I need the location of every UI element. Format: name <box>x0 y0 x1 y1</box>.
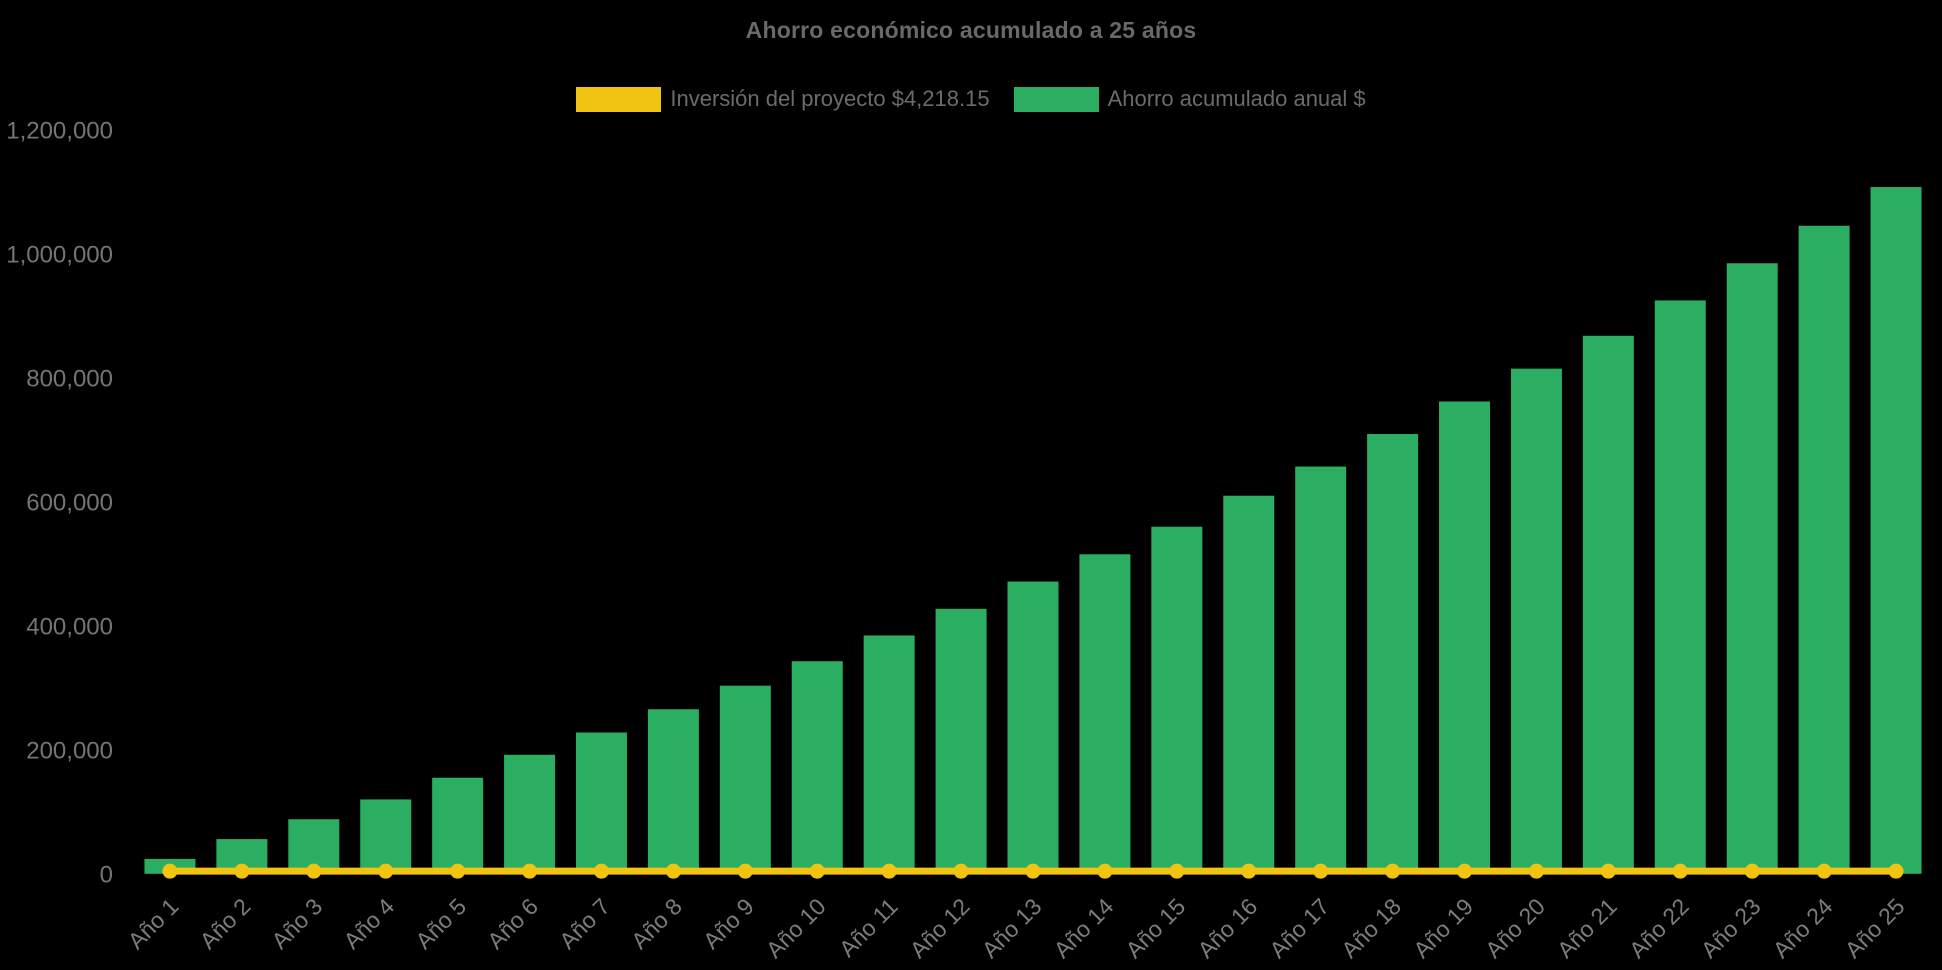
investment-point-año-22[interactable] <box>1672 863 1688 879</box>
bar-año-7[interactable] <box>575 732 627 874</box>
bar-año-4[interactable] <box>360 799 412 874</box>
bar-año-16[interactable] <box>1223 495 1275 874</box>
x-tick-label: Año 8 <box>626 893 687 954</box>
investment-point-año-7[interactable] <box>593 863 609 879</box>
investment-point-año-8[interactable] <box>665 863 681 879</box>
bar-año-11[interactable] <box>863 635 915 874</box>
bar-año-9[interactable] <box>719 685 771 874</box>
x-tick-label: Año 6 <box>482 893 543 954</box>
bar-año-15[interactable] <box>1151 526 1203 874</box>
x-tick-label: Año 13 <box>977 893 1047 963</box>
investment-point-año-1[interactable] <box>162 863 178 879</box>
x-tick-label: Año 10 <box>761 893 831 963</box>
bar-año-8[interactable] <box>647 709 699 874</box>
legend-label-investment: Inversión del proyecto $4,218.15 <box>670 86 990 111</box>
bar-año-5[interactable] <box>432 777 484 874</box>
y-tick-label: 200,000 <box>26 737 113 764</box>
x-tick-label: Año 23 <box>1696 893 1766 963</box>
bar-año-18[interactable] <box>1367 434 1419 874</box>
bar-año-14[interactable] <box>1079 554 1131 874</box>
bar-año-19[interactable] <box>1439 401 1491 874</box>
x-tick-label: Año 7 <box>554 893 615 954</box>
y-tick-label: 400,000 <box>26 613 113 640</box>
investment-point-año-3[interactable] <box>306 863 322 879</box>
investment-point-año-25[interactable] <box>1888 863 1904 879</box>
investment-point-año-16[interactable] <box>1241 863 1257 879</box>
bar-año-13[interactable] <box>1007 581 1059 874</box>
investment-point-año-17[interactable] <box>1313 863 1329 879</box>
x-tick-label: Año 4 <box>338 893 399 954</box>
legend-item-investment[interactable]: Inversión del proyecto $4,218.15 <box>576 86 990 112</box>
x-tick-label: Año 19 <box>1408 893 1478 963</box>
x-tick-label: Año 11 <box>834 893 903 962</box>
x-tick-label: Año 5 <box>410 893 471 954</box>
x-tick-label: Año 22 <box>1624 893 1694 963</box>
y-tick-label: 0 <box>100 861 113 888</box>
x-tick-label: Año 2 <box>195 893 256 954</box>
investment-point-año-15[interactable] <box>1169 863 1185 879</box>
bar-año-20[interactable] <box>1510 368 1562 874</box>
investment-swatch-icon <box>576 86 662 112</box>
x-tick-label: Año 14 <box>1049 893 1119 963</box>
y-tick-label: 1,200,000 <box>6 118 113 145</box>
x-tick-label: Año 12 <box>905 893 975 963</box>
chart-title: Ahorro económico acumulado a 25 años <box>745 17 1197 43</box>
x-tick-label: Año 16 <box>1192 893 1262 963</box>
investment-point-año-10[interactable] <box>809 863 825 879</box>
x-tick-label: Año 24 <box>1768 893 1838 963</box>
x-tick-label: Año 17 <box>1264 893 1334 963</box>
investment-point-año-4[interactable] <box>378 863 394 879</box>
investment-point-año-14[interactable] <box>1097 863 1113 879</box>
investment-point-año-12[interactable] <box>953 863 969 879</box>
x-tick-label: Año 15 <box>1120 893 1190 963</box>
bar-año-25[interactable] <box>1870 187 1922 874</box>
bar-año-21[interactable] <box>1582 335 1634 874</box>
investment-point-año-19[interactable] <box>1457 863 1473 879</box>
x-tick-label: Año 20 <box>1480 893 1550 963</box>
investment-point-año-20[interactable] <box>1528 863 1544 879</box>
x-tick-label: Año 9 <box>698 893 759 954</box>
x-tick-label: Año 25 <box>1840 893 1910 963</box>
investment-point-año-18[interactable] <box>1385 863 1401 879</box>
y-tick-label: 1,000,000 <box>6 241 113 268</box>
x-tick-label: Año 1 <box>123 893 184 954</box>
legend: Inversión del proyecto $4,218.15 Ahorro … <box>0 86 1942 112</box>
investment-point-año-2[interactable] <box>234 863 250 879</box>
investment-point-año-5[interactable] <box>450 863 466 879</box>
bar-año-23[interactable] <box>1726 263 1778 874</box>
y-tick-label: 600,000 <box>26 489 113 516</box>
investment-point-año-9[interactable] <box>737 863 753 879</box>
savings-swatch-icon <box>1013 86 1099 112</box>
bar-año-22[interactable] <box>1654 300 1706 874</box>
x-tick-label: Año 3 <box>266 893 327 954</box>
investment-point-año-13[interactable] <box>1025 863 1041 879</box>
x-tick-label: Año 18 <box>1336 893 1406 963</box>
bar-año-10[interactable] <box>791 661 843 874</box>
legend-item-savings[interactable]: Ahorro acumulado anual $ <box>1013 86 1366 112</box>
investment-point-año-24[interactable] <box>1816 863 1832 879</box>
x-tick-label: Año 21 <box>1552 893 1622 963</box>
bar-año-12[interactable] <box>935 608 987 874</box>
investment-point-año-11[interactable] <box>881 863 897 879</box>
bar-año-17[interactable] <box>1295 466 1347 874</box>
investment-point-año-6[interactable] <box>522 863 538 879</box>
bar-año-24[interactable] <box>1798 225 1850 874</box>
investment-point-año-21[interactable] <box>1600 863 1616 879</box>
investment-point-año-23[interactable] <box>1744 863 1760 879</box>
y-tick-label: 800,000 <box>26 365 113 392</box>
bar-año-6[interactable] <box>504 754 556 874</box>
legend-label-savings: Ahorro acumulado anual $ <box>1107 86 1366 111</box>
